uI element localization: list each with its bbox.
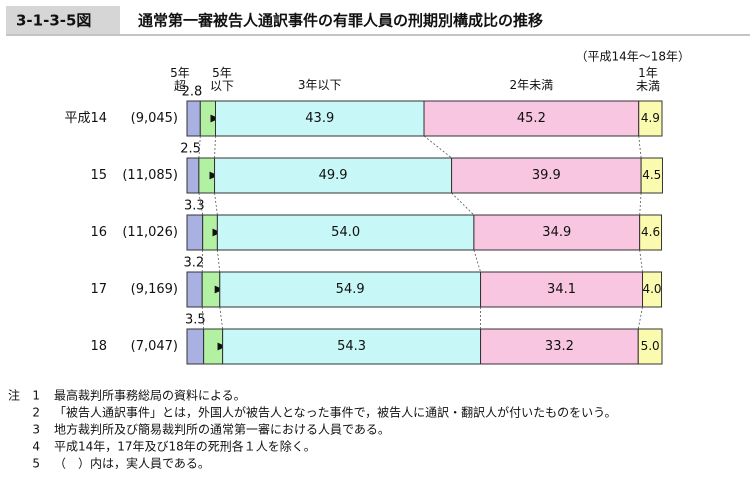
value-label: 3.2 [184,256,205,271]
value-label: 5.0 [641,339,660,353]
count-label: (11,026) [122,225,178,240]
bar-segment [216,214,475,251]
note-number: 1 [32,389,40,403]
figure-number: 3-1-3-5図 [16,12,91,30]
value-label: 54.9 [336,282,365,297]
connector-line [214,192,218,216]
note-text: （ ）内は，実人員である。 [54,456,210,471]
chart-title: 通常第一審被告人通訳事件の有罪人員の刑期別構成比の推移 [138,12,543,30]
connector-line [217,249,221,273]
bar-segment [638,100,663,137]
bar-segment [203,328,224,365]
note-number: 2 [32,406,40,420]
figure-number-box [6,6,120,34]
category-label: 平成14 [64,111,107,126]
value-label: 54.0 [331,225,360,240]
note-number: 4 [32,440,40,454]
connector-line [451,192,475,216]
chart-subtitle: （平成14年～18年） [575,50,690,64]
value-label: 4.0 [642,282,661,296]
bar-segment [201,271,221,308]
value-label: 33.2 [545,339,574,354]
legend-label: 2年未満 [509,78,554,92]
note-number: 3 [32,423,40,437]
note-number: 5 [32,457,40,471]
value-label: 4.5 [642,168,661,182]
count-label: (7,047) [131,339,178,354]
connector-line [637,306,643,330]
bar-segment [480,328,639,365]
connector-line [638,135,642,159]
connector-line [473,249,481,273]
note-text: 「被告人通訳事件」とは，外国人が被告人となった事件で，被告人に通訳・翻訳人が付い… [54,405,616,420]
bar-segment [639,214,663,251]
value-label: 3.5 [185,313,206,328]
notes-label: 注 [8,388,20,403]
bar-segment [451,157,642,194]
legend-label: 1年未満 [635,66,660,93]
bar-segment [640,157,663,194]
bar-segment [219,271,482,308]
connector-line [639,249,643,273]
connector-line [219,306,224,330]
value-label: 4.9 [641,111,660,125]
bar-segment [202,214,218,251]
value-label: 4.6 [641,225,660,239]
connector-line [423,135,452,159]
bar-segment [186,100,201,137]
count-label: (9,045) [131,111,178,126]
value-label: 34.9 [542,225,571,240]
count-label: (11,085) [122,168,178,183]
legend-label: 5年超 [170,66,190,93]
value-label: 34.1 [547,282,576,297]
value-label: 45.2 [517,111,546,126]
value-label: 49.9 [319,168,348,183]
count-label: (9,169) [131,282,178,297]
note-text: 地方裁判所及び簡易裁判所の通常第一審における人員である。 [54,422,390,437]
value-label: 43.9 [305,111,334,126]
category-label: 18 [90,339,107,354]
bar-segment [214,157,453,194]
note-text: 平成14年，17年及び18年の死刑各１人を除く。 [54,439,316,454]
value-label: 2.8 [182,85,203,100]
category-label: 15 [90,168,107,183]
value-label: 3.3 [184,199,205,214]
bar-segment [215,100,425,137]
bar-segment [198,157,216,194]
legend-label: 3年以下 [297,78,342,92]
bar-segment [186,214,204,251]
bar-segment [186,328,205,365]
bar-segment [637,328,663,365]
bar-segment [186,271,203,308]
bar-segment [473,214,641,251]
legend-label: 5年以下 [209,66,234,93]
bar-segment [423,100,640,137]
value-label: 54.3 [337,339,366,354]
value-label: 39.9 [532,168,561,183]
category-label: 17 [90,282,107,297]
connector-line [639,192,642,216]
bar-segment [199,100,217,137]
bar-segment [186,157,200,194]
connector-line [214,135,216,159]
note-text: 最高裁判所事務総局の資料による。 [54,388,246,403]
category-label: 16 [90,225,107,240]
bar-segment [642,271,663,308]
value-label: 2.5 [180,142,201,157]
